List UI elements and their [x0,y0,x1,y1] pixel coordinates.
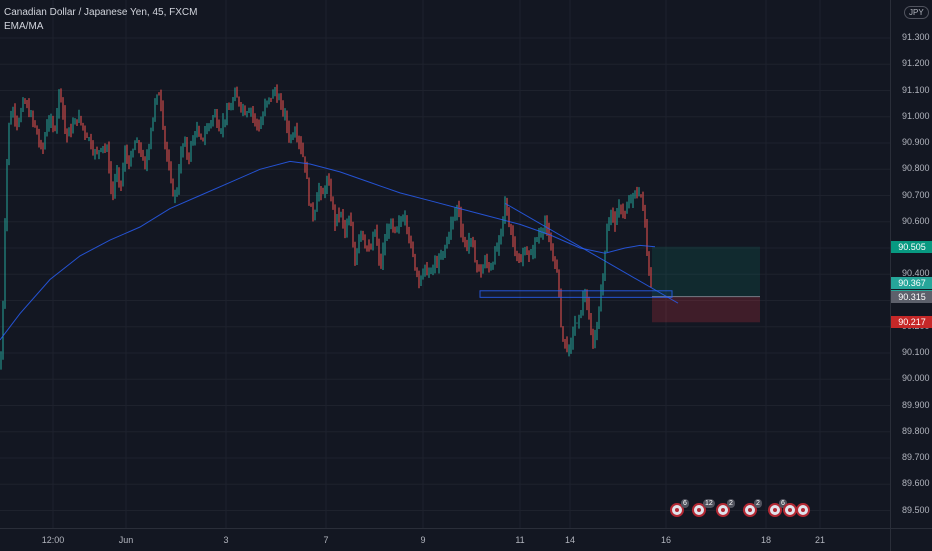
time-tick-label: 9 [420,535,426,545]
economic-event-icon[interactable]: 2 [716,499,735,517]
indicator-label[interactable]: EMA/MA [4,21,44,32]
price-tick-label: 90.800 [902,163,930,174]
risk-reward-position[interactable] [652,246,760,323]
economic-event-icon[interactable]: 6 [768,499,787,517]
event-count-badge: 6 [779,499,787,508]
currency-badge[interactable]: JPY [904,6,929,19]
symbol-title[interactable]: Canadian Dollar / Japanese Yen, 45, FXCM [4,7,198,18]
price-tag: 90.505 [891,240,932,253]
time-tick-label: 7 [323,535,329,545]
support-rectangle [479,290,673,298]
event-count-badge: 6 [681,499,689,508]
price-tick-label: 91.000 [902,110,930,121]
price-tag: 90.217 [891,316,932,329]
price-tick-label: 90.700 [902,189,930,200]
time-tick-label: 21 [814,535,826,545]
time-tick-label: 12:00 [41,535,65,545]
price-tick-label: 91.100 [902,84,930,95]
price-tick-label: 89.900 [902,399,930,410]
price-tag: 90.367 [891,276,932,289]
price-tick-label: 90.400 [902,268,930,279]
profit-zone [652,246,760,297]
price-tick-label: 91.200 [902,58,930,69]
time-tick-label: 11 [515,535,525,545]
trend-line [504,202,679,304]
trend-drawings[interactable] [479,202,679,304]
economic-event-icon[interactable]: 12 [692,499,715,517]
axis-corner [890,528,932,551]
event-count-badge: 2 [727,499,735,508]
price-tag: 90.315 [891,290,932,303]
chart-legend: Canadian Dollar / Japanese Yen, 45, FXCM… [4,6,197,34]
time-axis[interactable]: 12:00 Jun 3 7 9 11 14 16 18 21 [0,528,890,551]
price-tick-label: 90.000 [902,373,930,384]
price-tick-label: 90.100 [902,347,930,357]
economic-events-bar: 6 12 2 2 6 [0,499,890,525]
time-tick-label: Jun [118,535,134,545]
loss-zone [652,296,760,323]
time-tick-label: 16 [660,535,672,545]
time-tick-label: 18 [760,535,772,545]
time-tick-label: 14 [564,535,576,545]
price-tick-label: 89.500 [902,504,930,515]
event-count-badge: 12 [703,499,715,508]
economic-event-icon[interactable]: 6 [670,499,689,517]
moving-average-line [0,160,656,341]
price-tick-label: 90.900 [902,137,930,147]
economic-event-icon[interactable] [796,503,810,517]
price-tick-label: 89.700 [902,452,930,462]
economic-event-icon[interactable]: 2 [743,499,762,517]
economic-event-icon[interactable] [783,503,797,517]
price-tick-label: 91.300 [902,32,930,42]
chart-grid [0,0,890,528]
event-count-badge: 2 [754,499,762,508]
price-tick-label: 89.800 [902,425,930,436]
price-tick-label: 90.600 [902,215,930,226]
price-axis[interactable]: JPY 91.300 91.200 91.100 91.000 90.900 90.800… [890,0,932,528]
price-tick-label: 89.600 [902,478,930,489]
price-chart[interactable] [0,0,890,528]
candlestick-series [0,84,652,370]
time-tick-label: 3 [223,535,229,545]
